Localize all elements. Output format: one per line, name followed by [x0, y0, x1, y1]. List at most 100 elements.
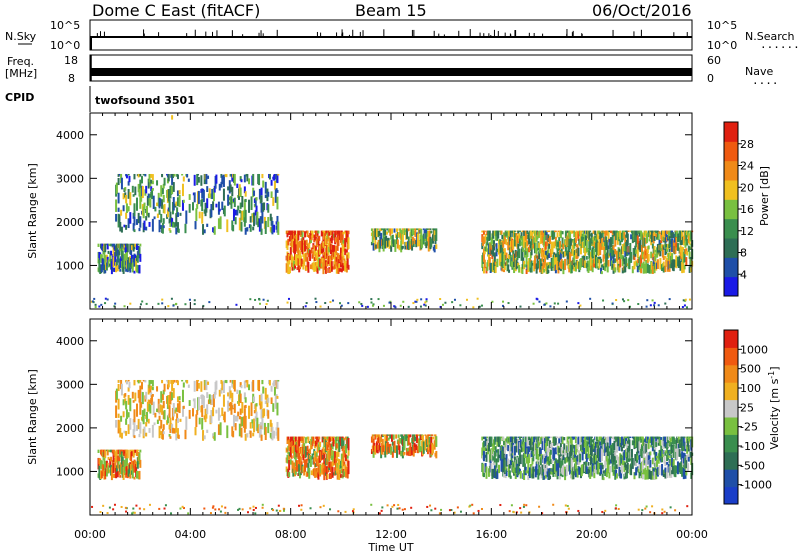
echo-cell — [122, 193, 125, 200]
echo-cell — [493, 450, 496, 463]
echo-cell — [577, 436, 580, 445]
echo-cell — [510, 255, 513, 268]
echo-cell — [252, 432, 255, 437]
echo-cell — [577, 247, 580, 257]
echo-cell — [134, 392, 137, 402]
echo-cell — [342, 264, 345, 271]
echo-cell — [579, 245, 582, 255]
echo-cell — [167, 395, 170, 408]
echo-cell — [321, 240, 324, 249]
echo-cell — [534, 443, 537, 451]
echo-cell — [212, 227, 215, 233]
echo-cell — [238, 209, 241, 214]
echo-cell — [416, 228, 419, 230]
echo-cell — [545, 462, 548, 474]
echo-cell — [258, 173, 261, 186]
echo-cell — [501, 266, 504, 272]
echo-cell — [683, 304, 686, 307]
echo-cell — [261, 506, 264, 509]
echo-cell — [134, 243, 137, 247]
echo-cell — [508, 470, 511, 478]
echo-cell — [135, 464, 138, 478]
echo-cell — [567, 507, 570, 510]
echo-cell — [276, 215, 279, 227]
echo-cell — [407, 434, 410, 445]
echo-cell — [620, 446, 623, 452]
echo-cell — [572, 436, 575, 440]
echo-cell — [246, 173, 249, 182]
echo-cell — [690, 230, 693, 240]
echo-cell — [325, 466, 328, 480]
echo-cell — [167, 305, 170, 308]
echo-cell — [559, 460, 562, 473]
echo-cell — [203, 435, 206, 440]
echo-cell — [276, 421, 279, 433]
colorbar-tick-label: -25 — [740, 421, 758, 434]
echo-cell — [682, 266, 685, 273]
echo-cell — [158, 425, 161, 439]
echo-cell — [583, 447, 586, 454]
echo-cell — [453, 511, 456, 514]
echo-cell — [109, 252, 112, 262]
echo-cell — [430, 509, 433, 512]
echo-cell — [566, 436, 569, 445]
echo-cell — [685, 455, 688, 469]
echo-cell — [600, 462, 603, 466]
echo-cell — [549, 305, 552, 308]
echo-cell — [139, 173, 142, 177]
echo-cell — [620, 249, 623, 260]
echo-cell — [561, 436, 564, 445]
echo-cell — [499, 450, 502, 461]
echo-cell — [669, 506, 672, 509]
echo-cell — [487, 468, 490, 477]
echo-cell — [684, 299, 687, 302]
echo-cell — [325, 267, 328, 273]
echo-cell — [222, 394, 225, 407]
echo-cell — [589, 243, 592, 246]
echo-cell — [230, 402, 233, 415]
echo-cell — [198, 417, 201, 425]
echo-cell — [394, 445, 397, 454]
echo-cell — [517, 230, 520, 234]
echo-cell — [499, 504, 502, 507]
echo-cell — [623, 231, 626, 238]
echo-cell — [376, 437, 379, 444]
echo-cell — [648, 264, 651, 274]
echo-cell — [625, 449, 628, 458]
echo-cell — [623, 243, 626, 252]
echo-cell — [667, 453, 670, 458]
echo-cell — [508, 254, 511, 260]
echo-cell — [559, 252, 562, 261]
echo-cell — [687, 245, 690, 252]
echo-cell — [198, 211, 201, 219]
echo-cell — [201, 404, 204, 418]
echo-cell — [561, 231, 564, 235]
echo-cell — [477, 509, 480, 512]
echo-cell — [374, 434, 377, 440]
echo-cell — [429, 444, 432, 458]
echo-cell — [358, 301, 361, 304]
echo-cell — [628, 439, 631, 452]
echo-cell — [304, 305, 307, 308]
echo-cell — [261, 503, 264, 506]
echo-cell — [617, 507, 620, 510]
echo-cell — [651, 243, 654, 249]
echo-cell — [597, 235, 600, 240]
echo-cell — [102, 258, 105, 271]
echo-cell — [171, 175, 174, 185]
echo-cell — [391, 505, 394, 508]
echo-cell — [240, 427, 243, 438]
echo-cell — [519, 507, 522, 510]
echo-cell — [653, 449, 656, 455]
echo-cell — [304, 459, 307, 472]
y-tick-label: 3000 — [56, 172, 84, 185]
colorbar-tick-label: -1000 — [740, 479, 772, 492]
echo-cell — [156, 202, 159, 207]
echo-cell — [241, 402, 244, 414]
echo-cell — [401, 508, 404, 511]
echo-cell — [122, 411, 125, 418]
echo-cell — [646, 233, 649, 243]
echo-cell — [205, 412, 208, 419]
echo-cell — [289, 459, 292, 465]
echo-cell — [604, 443, 607, 456]
